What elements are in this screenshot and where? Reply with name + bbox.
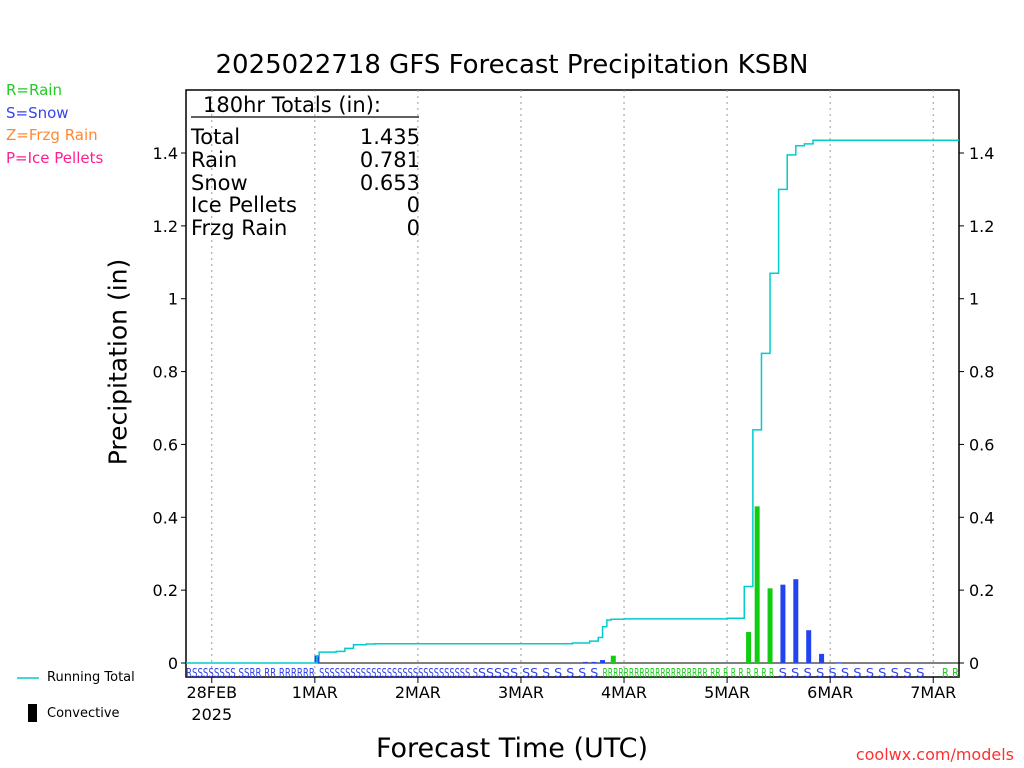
y-tick-label-left-6: 1.2 (153, 217, 178, 236)
totals-value-frzg-rain: 0 (406, 216, 420, 240)
totals-label-snow: Snow (191, 171, 248, 195)
totals-value-snow: 0.653 (359, 171, 420, 195)
legend-ice-pellets: P=Ice Pellets (6, 149, 104, 167)
totals-label-frzg-rain: Frzg Rain (191, 216, 288, 240)
y-tick-label-right-0: 0 (969, 654, 979, 673)
totals-label-ice-pellets: Ice Pellets (191, 193, 297, 217)
chart-title: 2025022718 GFS Forecast Precipitation KS… (215, 50, 809, 80)
bar-snow-4 (780, 584, 786, 663)
precip-type-strip-2: SSSSS SS S S S S S (478, 666, 598, 680)
precip-type-strip-0: RSSSSSSSS SSRR RR RRRRRR (186, 666, 315, 680)
x-tick-label-0: 28FEB (186, 683, 237, 702)
x-tick-label-1: 1MAR (292, 683, 338, 702)
bar-rain-1 (746, 632, 752, 663)
bar-snow-6 (806, 630, 812, 663)
convective-legend-label: Convective (47, 706, 120, 721)
y-tick-label-left-1: 0.2 (153, 581, 178, 600)
y-axis-label: Precipitation (in) (103, 258, 133, 466)
y-tick-label-right-3: 0.6 (969, 435, 994, 454)
totals-value-ice-pellets: 0 (406, 193, 420, 217)
totals-label-total: Total (191, 125, 241, 149)
site-credit: coolwx.com/models (855, 745, 1014, 764)
x-tick-label-4: 4MAR (601, 683, 647, 702)
y-tick-label-right-5: 1 (969, 290, 979, 309)
bar-rain-0 (610, 655, 616, 663)
legend-frzg-rain: Z=Frzg Rain (6, 126, 98, 144)
x-tick-label-5: 5MAR (704, 683, 750, 702)
y-tick-label-right-2: 0.4 (969, 508, 994, 527)
running-total-legend-label: Running Total (47, 670, 135, 685)
bar-snow-3 (600, 660, 606, 663)
y-tick-label-right-7: 1.4 (969, 144, 994, 163)
running-total-line (186, 139, 959, 664)
y-tick-label-right-6: 1.2 (969, 217, 994, 236)
y-tick-label-right-4: 0.8 (969, 363, 994, 382)
convective-legend-swatch (28, 704, 37, 722)
bar-snow-1 (582, 661, 588, 663)
totals-label-rain: Rain (191, 148, 238, 172)
bar-snow-2 (591, 661, 597, 663)
bar-rain-2 (754, 506, 760, 663)
bar-snow-8 (836, 662, 842, 664)
totals-header: 180hr Totals (in): (203, 93, 381, 117)
y-tick-label-right-1: 0.2 (969, 581, 994, 600)
x-tick-sublabel-0: 2025 (191, 705, 232, 724)
y-tick-label-left-3: 0.6 (153, 435, 178, 454)
plot-frame (185, 89, 960, 678)
x-axis-label: Forecast Time (UTC) (375, 733, 649, 764)
y-tick-label-left-5: 1 (168, 290, 178, 309)
y-tick-label-left-0: 0 (168, 654, 178, 673)
precip-type-strip-4: S S S S S S S S S S (779, 666, 899, 680)
x-tick-label-2: 2MAR (395, 683, 441, 702)
x-tick-label-7: 7MAR (910, 683, 956, 702)
precip-type-strip-5: S S (903, 666, 924, 680)
precip-type-strip-3: RRRRRRRRRRRRRRRRRRRR RR R R R R R R R (603, 666, 775, 680)
y-tick-label-left-4: 0.8 (153, 363, 178, 382)
totals-value-rain: 0.781 (359, 148, 420, 172)
x-tick-label-6: 6MAR (807, 683, 853, 702)
x-tick-label-3: 3MAR (498, 683, 544, 702)
legend-rain: R=Rain (6, 81, 62, 99)
y-tick-label-left-2: 0.4 (153, 508, 178, 527)
y-tick-label-left-7: 1.4 (153, 144, 178, 163)
bar-snow-5 (793, 579, 799, 663)
precip-type-strip-1: SSSSSSSSSSSSSSSSSSSSSSSSSSSSS S (319, 666, 478, 680)
bar-snow-7 (819, 653, 825, 663)
legend-snow: S=Snow (6, 104, 69, 122)
precip-type-strip-6: R R (942, 666, 959, 680)
totals-value-total: 1.435 (359, 125, 420, 149)
bar-rain-3 (767, 588, 773, 663)
